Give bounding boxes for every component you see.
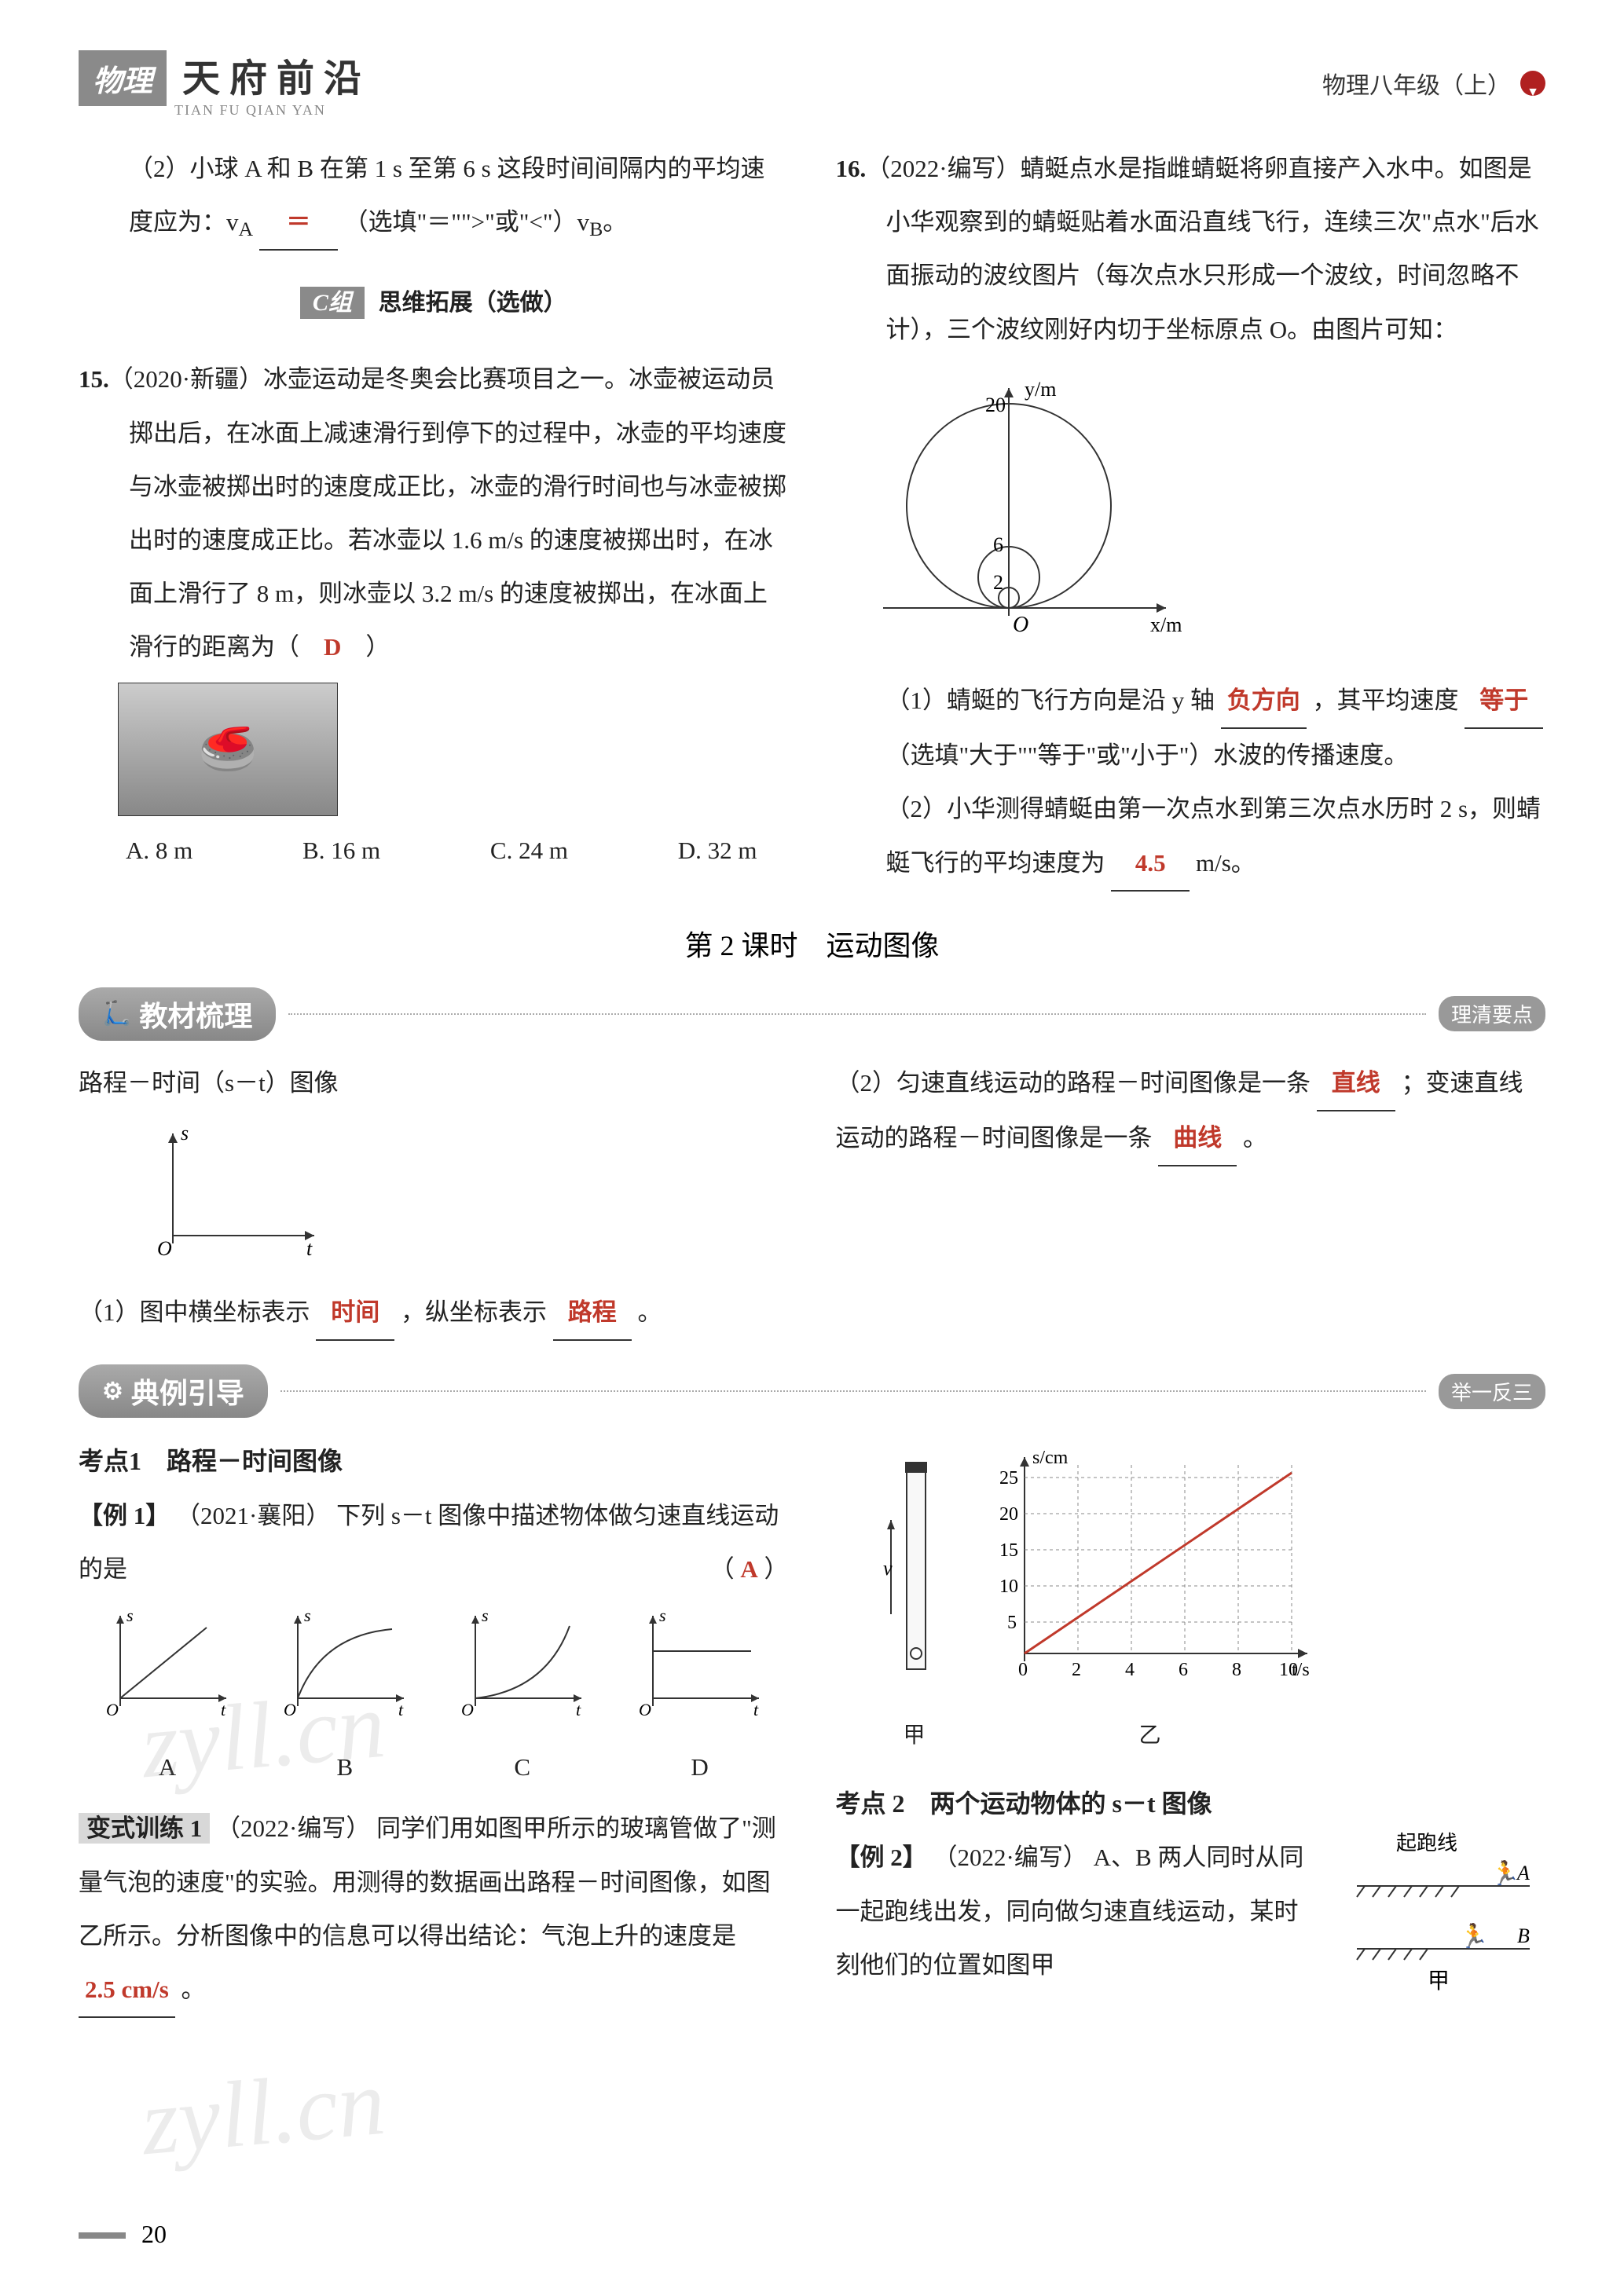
section-textbook-review: 🛴教材梳理 理清要点 [79,987,1545,1041]
svg-text:O: O [1013,613,1028,637]
svg-text:5: 5 [1007,1613,1017,1633]
svg-text:A: A [1516,1862,1530,1884]
grade-label: 物理八年级（上） [1322,66,1511,101]
example-2: 起跑线 🏃A 🏃B 甲 【例 2】 （2022·编写） A、B 两人同时从同一起… [836,1831,1546,1992]
section-end-badge: 理清要点 [1439,996,1545,1031]
svg-text:15: 15 [999,1540,1018,1561]
book-title: 天府前沿 [182,47,371,102]
example-1: 【例 1】 （2021·襄阳） 下列 s－t 图像中描述物体做匀速直线运动的是 … [79,1489,789,1596]
section-examples: ⚙典例引导 举一反三 [79,1364,1545,1418]
q14-2-answer: ＝ [259,196,338,251]
svg-text:6: 6 [1179,1660,1188,1680]
svg-text:s: s [181,1122,189,1144]
svg-text:t: t [398,1700,404,1719]
svg-text:x/m: x/m [1150,613,1182,636]
ex1-answer: A [740,1555,757,1583]
svg-text:s: s [659,1606,666,1625]
q16-2-ans: 4.5 [1111,837,1190,892]
svg-text:4: 4 [1125,1660,1135,1680]
svg-text:8: 8 [1232,1660,1241,1680]
q16-1-ans2: 等于 [1465,674,1543,729]
topic-2-title: 考点 2 两个运动物体的 s－t 图像 [836,1776,1546,1831]
svg-text:6: 6 [993,533,1003,556]
question-16: 16.（2022·编写）蜻蜓点水是指雌蜻蜓将卵直接产入水中。如图是小华观察到的蜻… [836,142,1546,892]
bubble-experiment-diagram: v 甲 s/cm t/s [883,1441,1546,1760]
svg-text:t: t [306,1237,313,1259]
runner-diagram: 起跑线 🏃A 🏃B 甲 [1325,1831,1545,2004]
q16-1-ans1: 负方向 [1221,674,1307,729]
ex1-option-graphs: stO A stO B [79,1604,789,1794]
svg-text:O: O [284,1700,296,1719]
svg-text:s: s [304,1606,311,1625]
st-p1: （1）图中横坐标表示 时间 ，纵坐标表示 路程 。 [79,1286,789,1341]
dropdown-icon [1520,71,1545,96]
bubble-st-graph: s/cm t/s 252015105 0246810 [977,1441,1323,1693]
curling-image [118,683,338,816]
svg-text:10: 10 [1279,1660,1298,1680]
svg-text:t: t [576,1700,581,1719]
svg-text:O: O [106,1700,119,1719]
svg-text:20: 20 [985,394,1006,416]
svg-text:20: 20 [999,1504,1018,1525]
st-axes-diagram: s t O [141,1118,330,1259]
st-graph-intro: 路程－时间（s－t）图像 [79,1056,789,1110]
svg-text:v: v [883,1557,893,1580]
svg-text:y/m: y/m [1025,378,1056,401]
q14-part2: （2）小球 A 和 B 在第 1 s 至第 6 s 这段时间间隔内的平均速度应为… [79,142,789,252]
ripple-diagram: y/m x/m 20 6 2 O [836,372,1182,639]
section-end-badge-2: 举一反三 [1439,1374,1545,1409]
c-group-badge: C组 [300,287,365,319]
variant1-answer: 2.5 cm/s [79,1963,175,2018]
page-number: 20 [141,2220,167,2249]
q15-answer: D [324,633,341,661]
st-p2: （2）匀速直线运动的路程－时间图像是一条 直线 ；变速直线运动的路程－时间图像是… [836,1056,1546,1166]
svg-text:0: 0 [1018,1660,1028,1680]
svg-text:2: 2 [993,571,1003,594]
q15-options: A. 8 m B. 16 m C. 24 m D. 32 m [79,824,789,877]
svg-text:t: t [753,1700,759,1719]
svg-text:🏃: 🏃 [1459,1922,1488,1950]
svg-text:O: O [461,1700,474,1719]
topic-1-title: 考点1 路程－时间图像 [79,1434,789,1489]
book-title-pinyin: TIAN FU QIAN YAN [174,102,371,119]
svg-text:s: s [482,1606,489,1625]
scooter-icon: 🛴 [102,1000,131,1027]
question-15: 15.（2020·新疆）冰壶运动是冬奥会比赛项目之一。冰壶被运动员掷出后，在冰面… [79,353,789,877]
variant-1: 变式训练 1 （2022·编写） 同学们用如图甲所示的玻璃管做了"测量气泡的速度… [79,1802,789,2018]
svg-text:🏃: 🏃 [1490,1859,1520,1887]
svg-text:O: O [639,1700,651,1719]
gear-icon: ⚙ [102,1378,123,1405]
subject-badge: 物理 [79,50,167,106]
svg-text:t: t [221,1700,226,1719]
svg-text:25: 25 [999,1468,1018,1489]
svg-text:B: B [1517,1924,1530,1947]
svg-text:s/cm: s/cm [1032,1448,1069,1468]
svg-text:2: 2 [1072,1660,1081,1680]
c-group-header: C组 思维拓展（选做） [79,276,789,329]
watermark: zyll.cn [137,2048,390,2177]
lesson-title: 第 2 课时 运动图像 [79,923,1545,964]
svg-text:O: O [157,1237,172,1259]
svg-text:s: s [126,1606,134,1625]
page-header: 物理 天府前沿 TIAN FU QIAN YAN 物理八年级（上） [79,47,1545,119]
svg-text:甲: 甲 [1428,1969,1450,1994]
svg-text:起跑线: 起跑线 [1396,1832,1457,1855]
svg-text:10: 10 [999,1576,1018,1597]
